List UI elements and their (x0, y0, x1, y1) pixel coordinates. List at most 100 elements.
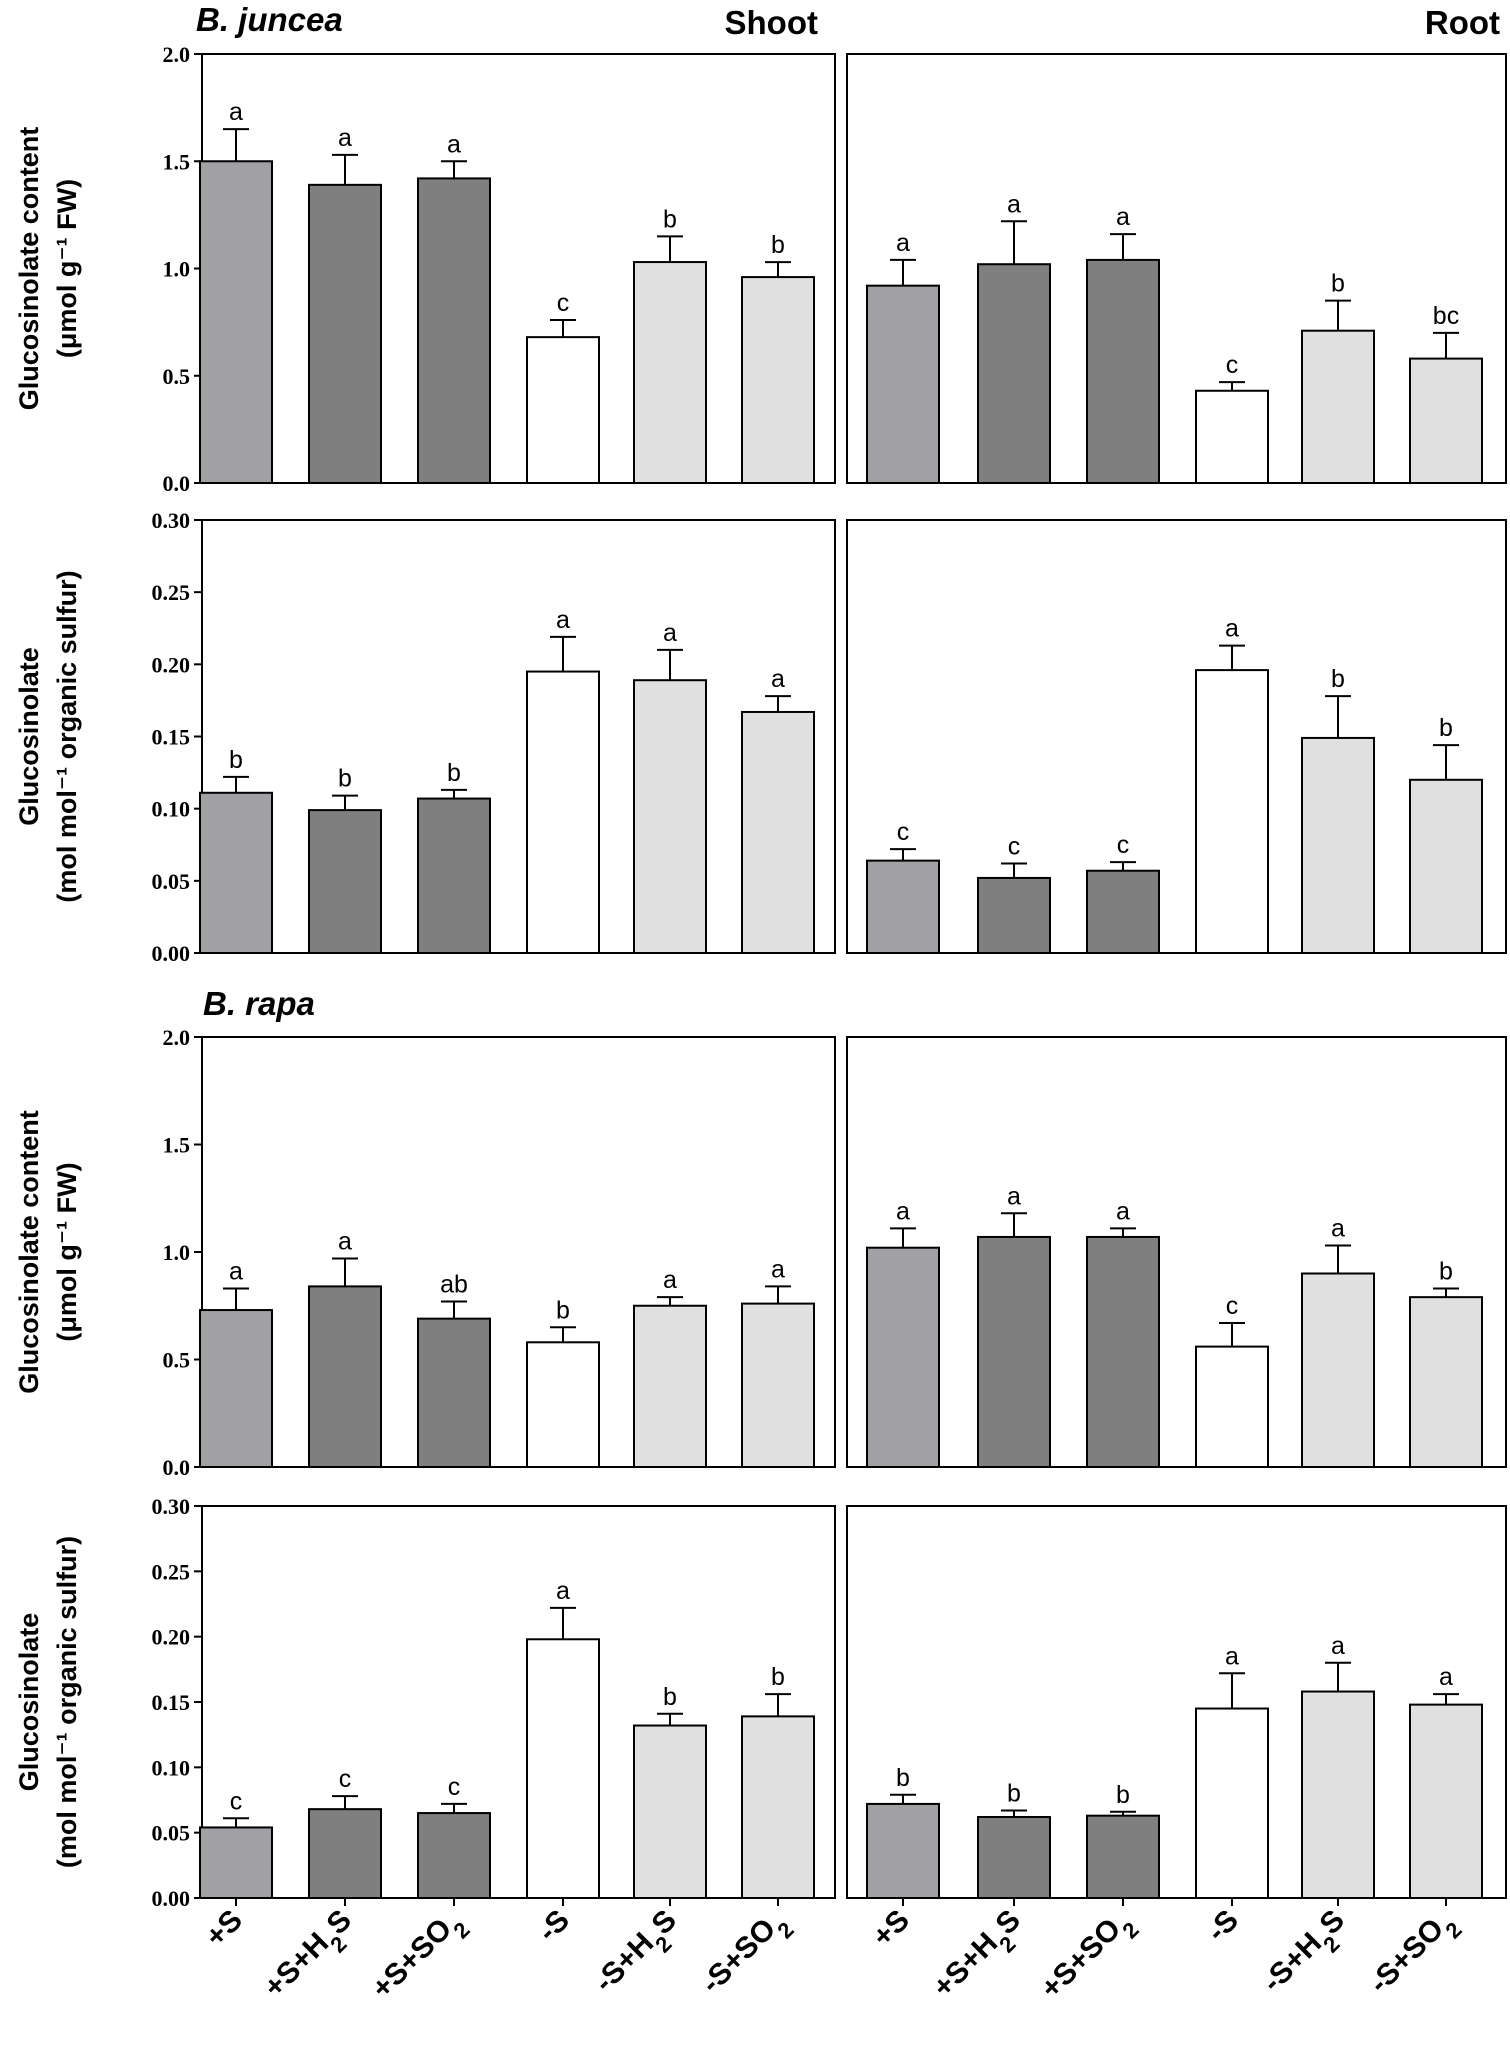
significance-letter: b (1331, 665, 1345, 693)
bar-minus-splusminus-so2 (741, 276, 815, 484)
y-axis-unit: mol mol⁻¹ organic sulfur (52, 579, 82, 894)
species-label-rapa: B. rapa (203, 985, 315, 1022)
significance-letter: b (1439, 714, 1453, 742)
x-category-label: +S (199, 1904, 249, 1954)
y-axis-label-line1: Glucosinolate (14, 647, 44, 826)
bar-minus-s (526, 670, 600, 954)
bar-minus-splusminus-so2 (1409, 1703, 1483, 1899)
y-axis-label-line1: Glucosinolate content (14, 127, 44, 411)
bar-plusminus-splusminus-h2s (977, 876, 1051, 954)
y-tick-label: 2.0 (163, 1025, 191, 1050)
y-tick-label: 0.30 (152, 508, 191, 533)
significance-letter: a (229, 98, 243, 126)
x-category-label: -S+H2S (1256, 1904, 1358, 2006)
x-category-label: +S+SO2 (1034, 1904, 1143, 2013)
y-axis-label-unit: (μmol g⁻¹ FW) (52, 179, 82, 358)
significance-letter: a (771, 1255, 785, 1283)
bar-minus-s (1195, 389, 1269, 485)
significance-letter: b (1007, 1779, 1021, 1807)
bar-minus-splusminus-so2 (741, 1302, 815, 1468)
significance-letter: c (1117, 831, 1130, 859)
bar-minus-splusminus-so2 (741, 1715, 815, 1899)
bar-minus-splusminus-h2s (1301, 736, 1375, 955)
plot-frame (201, 53, 836, 484)
significance-letter: a (229, 1258, 243, 1286)
bar-plusminus-splusminus-h2s (308, 183, 382, 484)
x-category-label: +S+H2S (927, 1904, 1035, 2012)
bar-minus-splusminus-h2s (1301, 1272, 1375, 1468)
bar-minus-splusminus-h2s (1301, 329, 1375, 484)
panel-b-juncea-root: a a a c b bc (846, 53, 1507, 485)
significance-letter: b (447, 759, 461, 787)
significance-letter: a (556, 1577, 570, 1605)
plot-frame (846, 1036, 1507, 1468)
y-axis-label: Glucosinolate content (μmol g⁻¹ FW) (14, 1110, 82, 1394)
significance-letter: a (1007, 190, 1021, 218)
significance-letter: b (229, 746, 243, 774)
bar-plusminus-s (199, 1309, 273, 1469)
significance-letter: c (1226, 1292, 1239, 1320)
significance-letter: a (896, 229, 910, 257)
root-heading: Root (1425, 4, 1500, 41)
bar-plusminus-s (866, 1246, 940, 1468)
panel-b-juncea-root: c c c a b b (846, 519, 1507, 955)
x-category-label: -S (1200, 1904, 1245, 1949)
bar-plusminus-s (866, 1802, 940, 1900)
panel-b-rapa-shoot: 0.00 0.05 0.10 0.15 0.20 0.25 0.30 Glucosinolat… (14, 1494, 836, 2013)
significance-letter: a (1225, 615, 1239, 643)
significance-letter: a (1007, 1182, 1021, 1210)
y-tick-label: 0.10 (152, 797, 191, 822)
significance-letter: a (556, 606, 570, 634)
bar-plusminus-splusminus-h2s (977, 1235, 1051, 1468)
bar-minus-splusminus-so2 (1409, 357, 1483, 484)
plot-frame (846, 519, 1507, 954)
significance-letter: a (896, 1197, 910, 1225)
bar-plusminus-splusminus-h2s (308, 1285, 382, 1469)
significance-letter: a (1439, 1663, 1453, 1691)
x-category-label: +S+SO2 (365, 1904, 474, 2013)
significance-letter: c (897, 818, 910, 846)
significance-letter: a (1116, 203, 1130, 231)
x-category-label: -S+H2S (588, 1904, 690, 2006)
significance-letter: b (771, 1663, 785, 1691)
significance-letter: a (1116, 1197, 1130, 1225)
y-axis-label-line1: Glucosinolate (14, 1613, 44, 1792)
shoot-heading: Shoot (725, 4, 818, 41)
y-tick-label: 0.20 (152, 652, 191, 677)
significance-letter: a (338, 1227, 352, 1255)
x-category-label: -S+SO2 (695, 1904, 799, 2008)
plot-frame (201, 1505, 836, 1899)
species-label-juncea: B. juncea (196, 1, 343, 38)
y-tick-label: 1.0 (163, 1240, 191, 1265)
bar-plusminus-s (199, 1826, 273, 1899)
significance-letter: b (556, 1296, 570, 1324)
bar-plusminus-splusminus-so2 (417, 1812, 491, 1899)
x-category-label: +S+H2S (258, 1904, 366, 2012)
y-tick-label: 0.00 (152, 941, 191, 966)
y-tick-label: 0.15 (152, 1690, 191, 1715)
significance-letter: c (1008, 833, 1021, 861)
bar-minus-splusminus-so2 (1409, 778, 1483, 954)
significance-letter: b (771, 231, 785, 259)
significance-letter: b (1331, 270, 1345, 298)
plot-frame (201, 519, 836, 954)
bar-minus-s (526, 1638, 600, 1900)
bar-plusminus-splusminus-so2 (1086, 869, 1160, 954)
y-axis-unit: μmol g⁻¹ FW (52, 187, 82, 349)
y-tick-label: 0.05 (152, 1821, 191, 1846)
y-axis-label-unit: (mol mol⁻¹ organic sulfur) (52, 570, 82, 902)
y-tick-label: 1.5 (163, 149, 191, 174)
y-tick-label: 0.25 (152, 580, 191, 605)
y-axis-label: Glucosinolate content (μmol g⁻¹ FW) (14, 127, 82, 411)
bar-minus-s (526, 336, 600, 485)
bar-plusminus-s (199, 160, 273, 484)
bar-minus-splusminus-so2 (741, 710, 815, 954)
y-axis-label: Glucosinolate (mol mol⁻¹ organic sulfur) (14, 570, 82, 902)
bar-minus-splusminus-h2s (633, 261, 707, 484)
significance-letter: a (1331, 1632, 1345, 1660)
x-category-label: -S (531, 1904, 576, 1949)
bar-minus-splusminus-h2s (633, 1724, 707, 1900)
panel-b-juncea-shoot: 0.0 0.5 1.0 1.5 2.0 Glucosinolate content (μmo… (14, 42, 836, 496)
significance-letter: a (1331, 1215, 1345, 1243)
bar-plusminus-splusminus-so2 (1086, 1235, 1160, 1468)
